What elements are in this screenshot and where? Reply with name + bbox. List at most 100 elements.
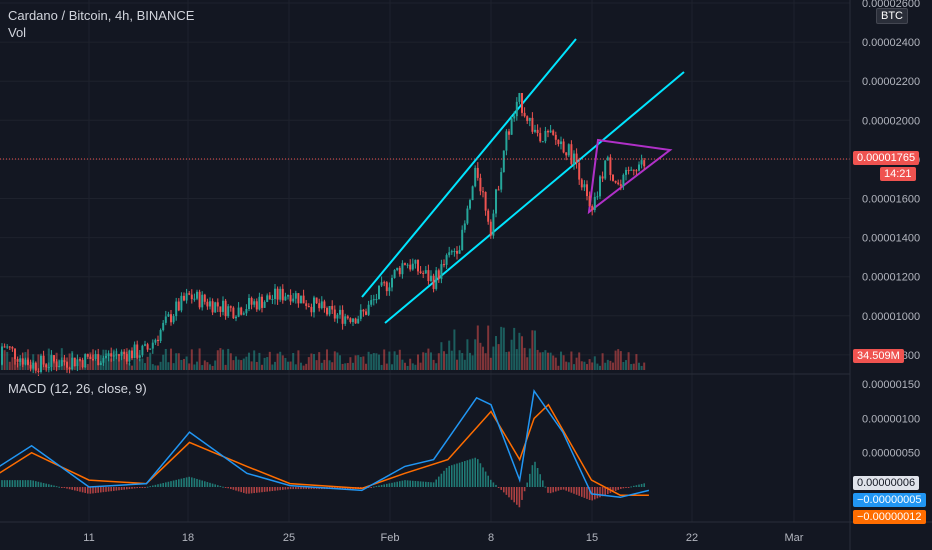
candle-body: [437, 270, 440, 280]
histogram-bar: [391, 482, 393, 487]
candle-body: [367, 304, 370, 315]
candle-body: [453, 250, 456, 252]
histogram-bar: [61, 487, 63, 488]
volume-bar: [448, 340, 451, 370]
candle-body: [32, 362, 35, 369]
candle-body: [393, 269, 396, 278]
volume-bar: [430, 352, 432, 370]
histogram-bar: [243, 487, 245, 493]
symbol-title: Cardano / Bitcoin, 4h, BINANCE: [8, 8, 195, 23]
histogram-bar: [448, 466, 450, 487]
histogram-bar: [601, 487, 604, 497]
histogram-bar: [406, 480, 409, 487]
histogram-bar: [427, 482, 430, 487]
candle-body: [115, 354, 118, 356]
histogram-bar: [107, 487, 110, 492]
histogram-bar: [339, 487, 341, 490]
macd-axis[interactable]: 0.00000150 0.00000100 0.00000050: [862, 379, 920, 460]
candle-body: [281, 288, 284, 301]
histogram-bar: [378, 485, 380, 487]
histogram-bar: [419, 481, 422, 487]
histogram-bar: [22, 480, 24, 487]
volume-bar: [383, 349, 386, 370]
volume-bar: [398, 349, 401, 370]
volume-bar: [328, 360, 331, 370]
candle-body: [240, 307, 243, 315]
candle-body: [255, 301, 258, 310]
candle-body: [141, 345, 144, 356]
candle-body: [401, 263, 404, 275]
macd-legend[interactable]: MACD (12, 26, close, 9): [8, 381, 147, 396]
histogram-bar: [35, 481, 37, 487]
histogram-bar: [16, 480, 19, 487]
candle-body: [510, 118, 513, 135]
volume-bar: [640, 365, 643, 370]
volume-bar: [203, 360, 206, 370]
volume-bar: [193, 364, 196, 370]
volume-bar: [240, 360, 243, 370]
volume-bar: [617, 349, 620, 370]
volume-bar: [120, 351, 123, 370]
histogram-bar: [271, 487, 274, 492]
volume-bar: [515, 349, 518, 370]
volume-bar: [427, 348, 430, 370]
volume-bar: [500, 326, 503, 370]
candle-body: [144, 344, 146, 346]
candle-body: [427, 270, 430, 282]
candle-body: [237, 307, 240, 317]
histogram-bar: [167, 481, 170, 487]
histogram-bar: [627, 487, 630, 488]
volume-bar: [362, 356, 365, 370]
volume-bar: [484, 353, 487, 370]
symbol-legend[interactable]: Cardano / Bitcoin, 4h, BINANCE Vol: [8, 8, 194, 40]
histogram-bar: [276, 487, 279, 491]
histogram-bar: [185, 477, 188, 487]
volume-bar: [424, 352, 427, 370]
candle-body: [196, 291, 198, 299]
candle-body: [167, 314, 170, 317]
candle-body: [287, 295, 289, 297]
volume-bar: [378, 354, 380, 370]
histogram-bar: [401, 480, 404, 487]
histogram-bar: [250, 487, 253, 494]
candle-body: [37, 370, 40, 372]
candle-body: [625, 169, 627, 175]
candle-body: [346, 316, 349, 319]
volume-bar: [151, 364, 154, 370]
candle-body: [339, 309, 341, 315]
drawn-triangle-pattern[interactable]: [587, 138, 673, 215]
time-tick-label: Feb: [381, 532, 400, 544]
candle-body: [219, 306, 222, 312]
candle-body: [89, 356, 92, 360]
volume-bar: [567, 362, 570, 370]
time-axis[interactable]: 11 18 25 Feb 8 15 22 Mar: [83, 532, 804, 544]
currency-badge[interactable]: BTC: [876, 8, 908, 24]
volume-bar: [266, 357, 269, 370]
histogram-bar: [422, 481, 424, 487]
histogram-bar: [300, 487, 302, 490]
candle-body: [224, 300, 227, 317]
histogram-bar: [180, 478, 183, 487]
volume-bar: [461, 353, 464, 370]
candle-body: [279, 288, 282, 300]
candle-body: [557, 139, 560, 145]
candle-body: [86, 354, 89, 357]
volume-bar: [521, 336, 523, 370]
histogram-bar: [633, 485, 635, 487]
histogram-bar: [133, 487, 136, 489]
volume-bar: [79, 357, 81, 370]
volume-bar: [466, 339, 469, 370]
histogram-bar: [487, 475, 489, 487]
histogram-bar: [287, 487, 289, 490]
volume-bar: [89, 352, 92, 370]
histogram-bar: [48, 484, 50, 487]
volume-bar: [323, 359, 326, 370]
candle-body: [201, 294, 204, 308]
candle-body: [248, 298, 250, 309]
volume-bar: [370, 354, 373, 370]
volume-bar: [326, 349, 328, 370]
candle-body: [245, 308, 248, 314]
drawn-channel-lines[interactable]: [361, 38, 685, 324]
triangle-outline: [587, 138, 673, 215]
